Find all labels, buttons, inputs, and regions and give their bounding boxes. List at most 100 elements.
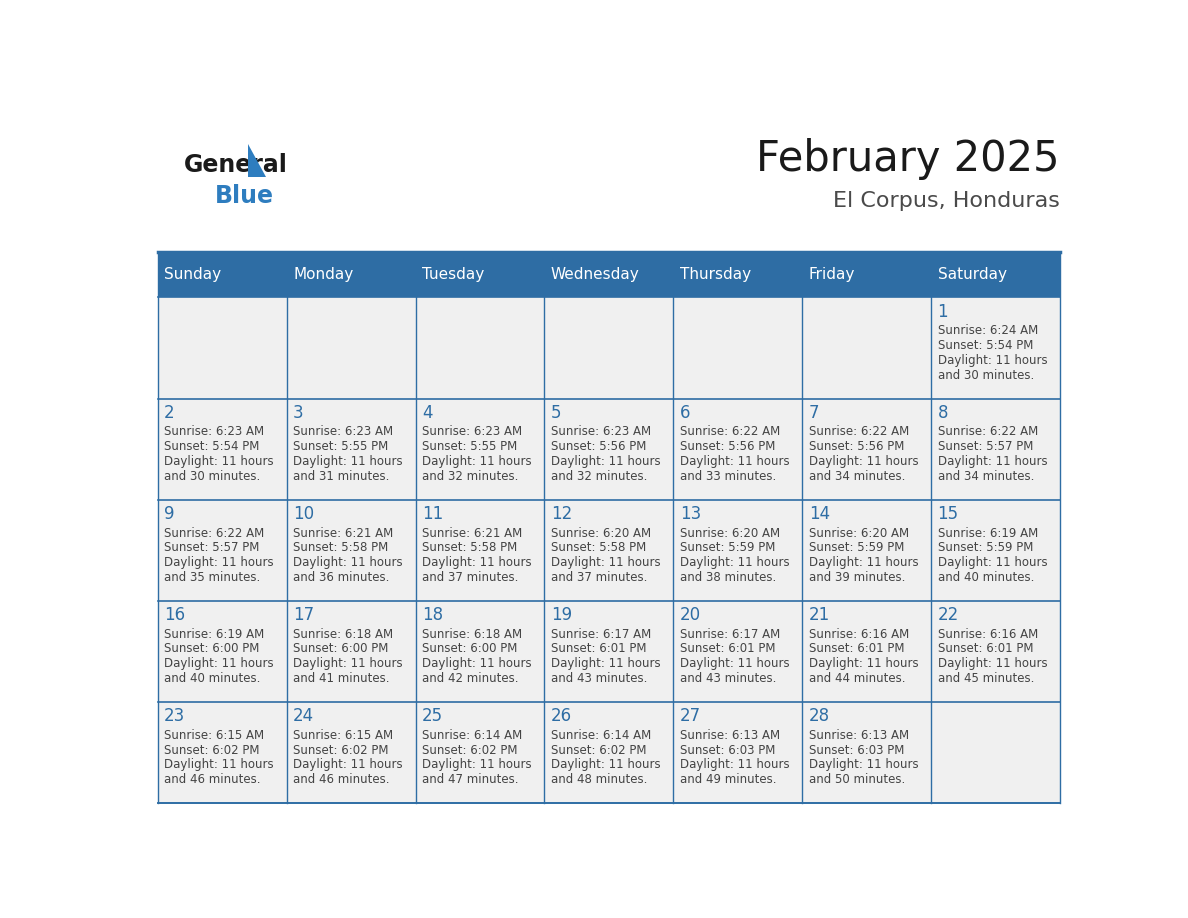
Text: and 44 minutes.: and 44 minutes.: [809, 672, 905, 685]
Bar: [416, 701, 544, 803]
Text: Daylight: 11 hours: Daylight: 11 hours: [937, 556, 1047, 569]
Bar: [674, 701, 802, 803]
Text: Sunset: 6:02 PM: Sunset: 6:02 PM: [551, 744, 646, 756]
Text: and 39 minutes.: and 39 minutes.: [809, 571, 905, 584]
Text: Daylight: 11 hours: Daylight: 11 hours: [809, 657, 918, 670]
Text: and 31 minutes.: and 31 minutes.: [293, 470, 390, 483]
Text: Sunrise: 6:13 AM: Sunrise: 6:13 AM: [680, 729, 779, 742]
Text: Sunset: 6:01 PM: Sunset: 6:01 PM: [809, 643, 904, 655]
Text: and 34 minutes.: and 34 minutes.: [937, 470, 1034, 483]
Text: Daylight: 11 hours: Daylight: 11 hours: [937, 455, 1047, 468]
Text: Sunrise: 6:20 AM: Sunrise: 6:20 AM: [809, 527, 909, 540]
Text: 7: 7: [809, 404, 820, 422]
Bar: [544, 499, 674, 600]
Text: Daylight: 11 hours: Daylight: 11 hours: [551, 455, 661, 468]
Bar: [416, 600, 544, 701]
Text: Blue: Blue: [215, 185, 273, 208]
Text: Daylight: 11 hours: Daylight: 11 hours: [937, 354, 1047, 367]
Text: 12: 12: [551, 505, 573, 523]
Bar: [286, 600, 416, 701]
Text: Saturday: Saturday: [937, 267, 1006, 282]
Text: Sunset: 6:02 PM: Sunset: 6:02 PM: [164, 744, 260, 756]
Text: Sunrise: 6:14 AM: Sunrise: 6:14 AM: [422, 729, 523, 742]
Bar: [544, 398, 674, 499]
Text: 24: 24: [293, 708, 314, 725]
Text: General: General: [183, 152, 287, 176]
Text: Sunrise: 6:22 AM: Sunrise: 6:22 AM: [937, 425, 1038, 439]
Text: Sunset: 6:01 PM: Sunset: 6:01 PM: [551, 643, 646, 655]
Text: Sunrise: 6:15 AM: Sunrise: 6:15 AM: [164, 729, 264, 742]
Text: 8: 8: [937, 404, 948, 422]
Bar: [286, 398, 416, 499]
Text: Sunset: 5:56 PM: Sunset: 5:56 PM: [551, 441, 646, 453]
Text: Sunset: 6:01 PM: Sunset: 6:01 PM: [937, 643, 1034, 655]
Text: Thursday: Thursday: [680, 267, 751, 282]
Bar: [544, 600, 674, 701]
Text: and 46 minutes.: and 46 minutes.: [293, 773, 390, 786]
Text: Daylight: 11 hours: Daylight: 11 hours: [164, 758, 273, 771]
Text: Sunset: 6:03 PM: Sunset: 6:03 PM: [680, 744, 775, 756]
Bar: [931, 297, 1060, 398]
Text: 14: 14: [809, 505, 829, 523]
Bar: [158, 398, 286, 499]
Text: 16: 16: [164, 607, 185, 624]
Text: Sunday: Sunday: [164, 267, 221, 282]
Text: 10: 10: [293, 505, 314, 523]
Text: Daylight: 11 hours: Daylight: 11 hours: [422, 556, 531, 569]
Text: Sunrise: 6:21 AM: Sunrise: 6:21 AM: [293, 527, 393, 540]
Text: Daylight: 11 hours: Daylight: 11 hours: [551, 556, 661, 569]
Text: and 37 minutes.: and 37 minutes.: [422, 571, 518, 584]
Text: Sunset: 5:57 PM: Sunset: 5:57 PM: [164, 542, 259, 554]
Text: Sunset: 6:03 PM: Sunset: 6:03 PM: [809, 744, 904, 756]
Text: 17: 17: [293, 607, 314, 624]
Text: Sunset: 5:59 PM: Sunset: 5:59 PM: [937, 542, 1032, 554]
Text: 20: 20: [680, 607, 701, 624]
Text: Daylight: 11 hours: Daylight: 11 hours: [680, 657, 789, 670]
Text: Sunset: 6:02 PM: Sunset: 6:02 PM: [293, 744, 388, 756]
Polygon shape: [248, 144, 266, 177]
Text: and 32 minutes.: and 32 minutes.: [422, 470, 518, 483]
Text: 6: 6: [680, 404, 690, 422]
Text: El Corpus, Honduras: El Corpus, Honduras: [833, 192, 1060, 211]
Text: and 50 minutes.: and 50 minutes.: [809, 773, 905, 786]
Text: Monday: Monday: [293, 267, 353, 282]
Text: Sunset: 6:00 PM: Sunset: 6:00 PM: [293, 643, 388, 655]
Text: Sunrise: 6:17 AM: Sunrise: 6:17 AM: [551, 628, 651, 641]
Text: 13: 13: [680, 505, 701, 523]
Text: Sunset: 5:54 PM: Sunset: 5:54 PM: [937, 339, 1032, 353]
Text: 19: 19: [551, 607, 571, 624]
Text: and 30 minutes.: and 30 minutes.: [937, 369, 1034, 382]
Text: Sunset: 5:58 PM: Sunset: 5:58 PM: [551, 542, 646, 554]
Bar: [544, 297, 674, 398]
Text: Daylight: 11 hours: Daylight: 11 hours: [937, 657, 1047, 670]
Text: and 49 minutes.: and 49 minutes.: [680, 773, 776, 786]
Text: and 48 minutes.: and 48 minutes.: [551, 773, 647, 786]
Text: and 43 minutes.: and 43 minutes.: [551, 672, 647, 685]
Text: and 40 minutes.: and 40 minutes.: [164, 672, 260, 685]
Text: Daylight: 11 hours: Daylight: 11 hours: [551, 758, 661, 771]
Text: 5: 5: [551, 404, 562, 422]
Text: 27: 27: [680, 708, 701, 725]
Text: Sunset: 6:00 PM: Sunset: 6:00 PM: [422, 643, 517, 655]
Text: Sunrise: 6:15 AM: Sunrise: 6:15 AM: [293, 729, 393, 742]
Text: 18: 18: [422, 607, 443, 624]
Text: and 40 minutes.: and 40 minutes.: [937, 571, 1034, 584]
Text: Sunrise: 6:22 AM: Sunrise: 6:22 AM: [164, 527, 265, 540]
Text: Sunrise: 6:20 AM: Sunrise: 6:20 AM: [551, 527, 651, 540]
Text: and 47 minutes.: and 47 minutes.: [422, 773, 518, 786]
Text: Sunset: 6:00 PM: Sunset: 6:00 PM: [164, 643, 259, 655]
Text: Sunrise: 6:22 AM: Sunrise: 6:22 AM: [680, 425, 781, 439]
Text: Sunrise: 6:23 AM: Sunrise: 6:23 AM: [164, 425, 264, 439]
Text: 1: 1: [937, 303, 948, 321]
Text: Sunrise: 6:14 AM: Sunrise: 6:14 AM: [551, 729, 651, 742]
Text: and 34 minutes.: and 34 minutes.: [809, 470, 905, 483]
Text: Sunrise: 6:22 AM: Sunrise: 6:22 AM: [809, 425, 909, 439]
Text: Sunrise: 6:13 AM: Sunrise: 6:13 AM: [809, 729, 909, 742]
Text: and 33 minutes.: and 33 minutes.: [680, 470, 776, 483]
Bar: [544, 701, 674, 803]
Text: and 46 minutes.: and 46 minutes.: [164, 773, 260, 786]
Text: Daylight: 11 hours: Daylight: 11 hours: [293, 758, 403, 771]
Text: Sunset: 6:02 PM: Sunset: 6:02 PM: [422, 744, 518, 756]
Bar: [931, 600, 1060, 701]
Bar: [931, 499, 1060, 600]
